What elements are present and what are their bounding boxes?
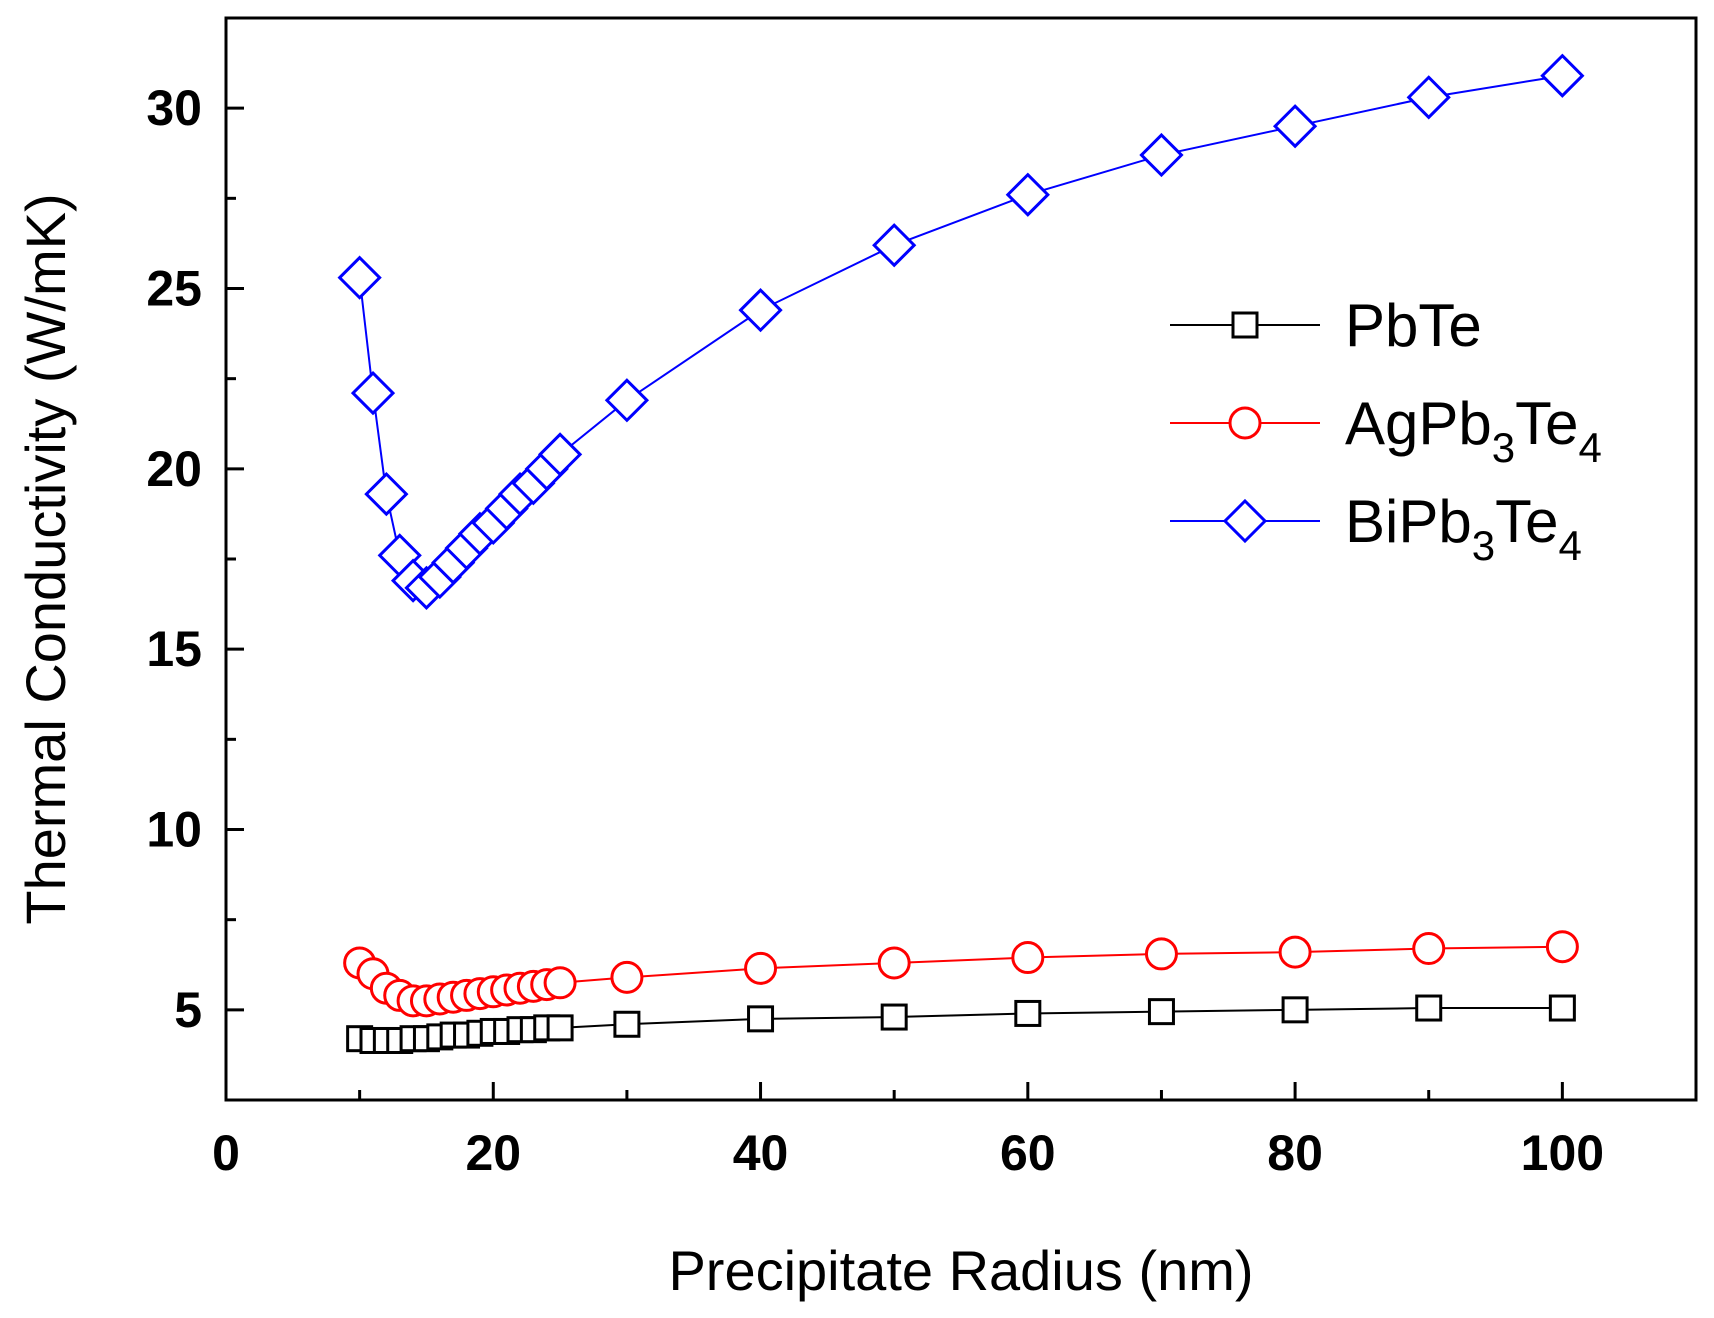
x-tick-label: 0 <box>212 1125 240 1181</box>
legend-label-subscript: 4 <box>1558 522 1581 569</box>
data-point <box>1272 104 1318 149</box>
data-point <box>1412 932 1446 966</box>
legend-label-subscript: 4 <box>1579 424 1602 471</box>
legend-entry: AgPb3Te4 <box>1170 390 1602 471</box>
legend-label-main: PbTe <box>1345 292 1482 359</box>
data-point <box>1281 996 1309 1024</box>
x-tick-label: 20 <box>465 1125 521 1181</box>
x-tick-label: 40 <box>733 1125 789 1181</box>
data-point <box>613 1010 641 1038</box>
data-point <box>872 223 917 268</box>
data-point <box>1011 941 1045 975</box>
data-point <box>880 1003 908 1031</box>
legend-marker <box>1228 406 1262 440</box>
data-point <box>604 378 650 423</box>
legend-label: PbTe <box>1345 292 1482 359</box>
data-point <box>1540 53 1585 98</box>
data-point <box>537 432 583 477</box>
series-BiPb3Te4 <box>337 53 1585 610</box>
legend-label-subscript: 3 <box>1472 522 1495 569</box>
legend-label-main: BiPb <box>1345 488 1472 555</box>
data-point <box>877 946 911 980</box>
y-tick-label: 25 <box>146 261 202 317</box>
data-point <box>1005 172 1050 217</box>
data-point <box>1014 999 1042 1027</box>
data-point <box>1139 132 1184 178</box>
legend-entry: BiPb3Te4 <box>1170 488 1582 569</box>
y-axis-title: Thermal Conductivity (W/mK) <box>14 193 77 924</box>
data-point <box>364 471 409 517</box>
series-layer <box>337 53 1585 1054</box>
data-point <box>747 1005 775 1033</box>
x-tick-label: 60 <box>1000 1125 1056 1181</box>
legend-entry: PbTe <box>1170 292 1482 359</box>
legend-label-main: AgPb <box>1345 390 1492 457</box>
legend-marker <box>1231 311 1259 339</box>
axis-ticks: 0 20 40 60 80 100 5 10 15 20 25 30 <box>146 80 1604 1181</box>
y-tick-label: 5 <box>174 982 202 1038</box>
y-tick-label: 10 <box>146 802 202 858</box>
data-point <box>738 288 783 333</box>
data-point <box>1147 998 1175 1026</box>
x-tick-label: 100 <box>1521 1125 1604 1181</box>
data-point <box>1548 994 1576 1022</box>
data-point <box>350 370 396 416</box>
data-point <box>1278 935 1312 969</box>
data-point <box>337 255 382 300</box>
legend-label: BiPb3Te4 <box>1345 488 1582 569</box>
y-tick-label: 30 <box>146 80 202 136</box>
data-point <box>744 951 778 985</box>
y-tick-label: 20 <box>146 441 202 497</box>
data-point <box>1545 930 1579 964</box>
data-point <box>1415 994 1443 1022</box>
x-tick-label: 80 <box>1267 1125 1323 1181</box>
data-point <box>543 966 577 1000</box>
series-AgPb3Te4 <box>343 930 1579 1018</box>
data-point <box>610 960 644 994</box>
data-point <box>546 1014 574 1042</box>
legend-label-subscript: 3 <box>1492 424 1515 471</box>
series-PbTe <box>346 994 1576 1054</box>
legend-marker <box>1222 498 1268 544</box>
legend-label-part: Te <box>1515 390 1578 457</box>
legend-label: AgPb3Te4 <box>1345 390 1602 471</box>
data-point <box>1406 75 1451 120</box>
x-axis-title: Precipitate Radius (nm) <box>668 1239 1253 1302</box>
legend-label-part: Te <box>1495 488 1558 555</box>
data-point <box>1144 937 1178 971</box>
y-tick-label: 15 <box>146 621 202 677</box>
